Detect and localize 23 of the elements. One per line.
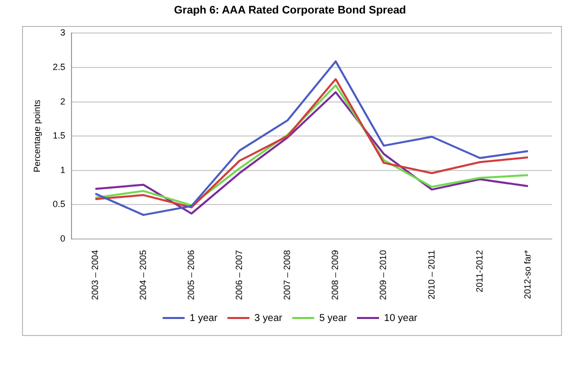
- x-tick-label: 2004 – 2005: [138, 250, 148, 300]
- x-tick-label: 2011-2012: [474, 250, 484, 292]
- y-axis-title: Percentage points: [32, 99, 42, 172]
- x-tick-label: 2010 – 2011: [426, 250, 436, 300]
- y-tick-label: 2: [60, 96, 66, 106]
- y-tick-label: 3: [60, 28, 66, 38]
- legend-label: 3 year: [254, 312, 283, 324]
- x-tick-label: 2003 – 2004: [90, 250, 100, 300]
- y-tick-label: 0: [60, 233, 66, 244]
- y-tick-label: 1: [60, 164, 66, 175]
- x-tick-label: 2012-so far*: [522, 249, 532, 299]
- x-tick-label: 2007 – 2008: [282, 250, 292, 300]
- legend-label: 10 year: [384, 312, 418, 324]
- y-tick-label: 2.5: [52, 62, 66, 72]
- legend-label: 5 year: [319, 312, 348, 324]
- x-tick-label: 2008 – 2009: [330, 250, 340, 300]
- legend-label: 1 year: [190, 312, 218, 324]
- x-tick-label: 2005 – 2006: [186, 250, 196, 300]
- chart-title: Graph 6: AAA Rated Corporate Bond Spread: [174, 4, 406, 17]
- y-tick-label: 0.5: [52, 199, 66, 210]
- x-tick-label: 2006 – 2007: [234, 250, 244, 300]
- y-tick-label: 1.5: [52, 130, 66, 141]
- x-tick-label: 2009 – 2010: [378, 250, 388, 300]
